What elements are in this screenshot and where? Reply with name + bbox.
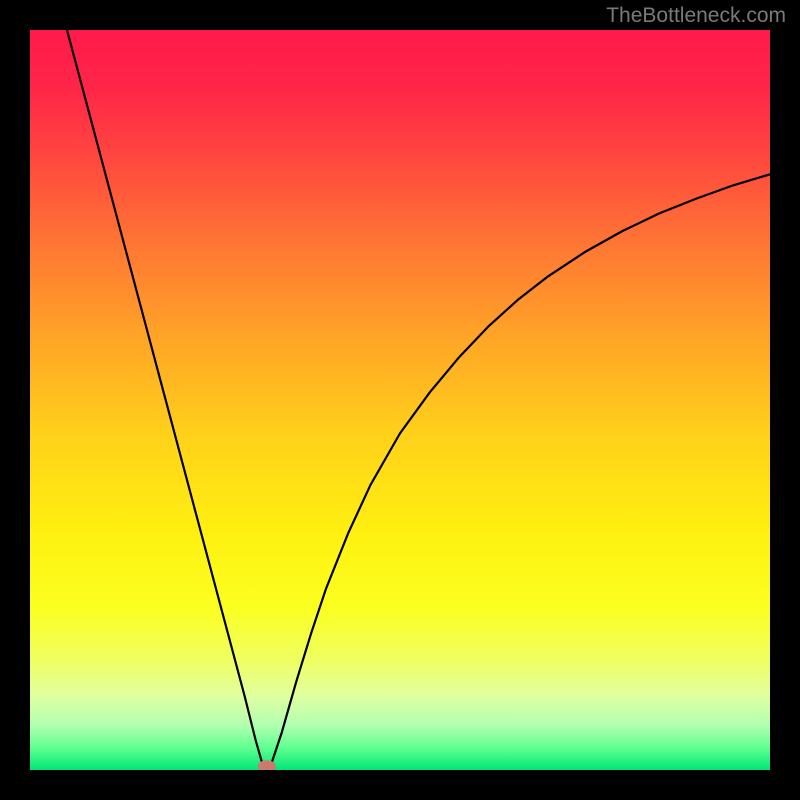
curve-right-branch: [271, 174, 771, 766]
bottleneck-curve: [30, 30, 770, 770]
plot-area: [30, 30, 770, 770]
curve-left-branch: [67, 30, 263, 766]
watermark-text: TheBottleneck.com: [606, 4, 786, 28]
